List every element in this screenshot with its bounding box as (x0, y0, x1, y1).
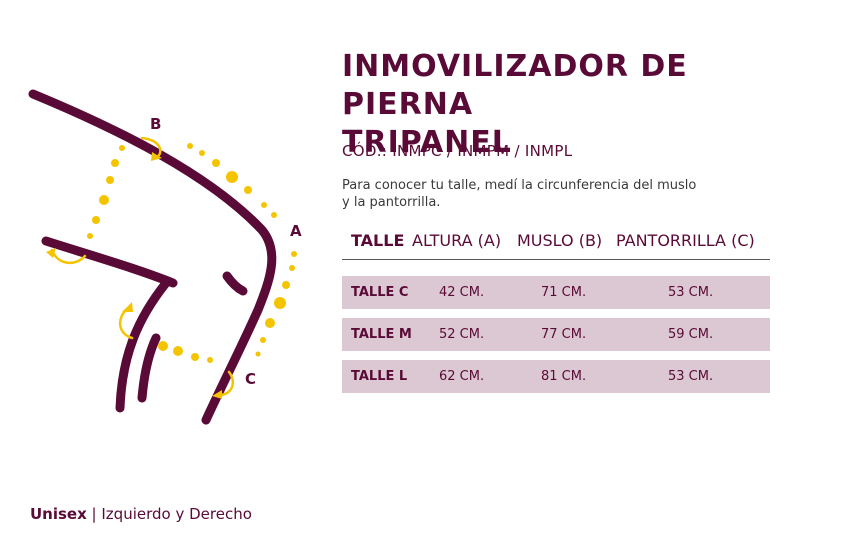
label-c: C (245, 370, 256, 388)
cell-altura: 42 CM. (439, 285, 485, 300)
header-altura: ALTURA (A) (412, 231, 502, 250)
cell-size: TALLE L (351, 369, 408, 384)
leg-measurement-diagram: B A C (28, 89, 302, 425)
cell-muslo: 81 CM. (541, 369, 587, 384)
cell-altura: 52 CM. (439, 327, 485, 342)
table-row: TALLE C 42 CM. 71 CM. 53 CM. (342, 276, 770, 309)
footer-info: Unisex | Izquierdo y Derecho (30, 505, 252, 523)
cell-pantorrilla: 59 CM. (668, 327, 714, 342)
table-row: TALLE M 52 CM. 77 CM. 59 CM. (342, 318, 770, 351)
cell-altura: 62 CM. (439, 369, 485, 384)
product-code: CÓD.: INMPC / INMPM / INMPL (342, 142, 573, 160)
header-pantorrilla: PANTORRILLA (C) (616, 231, 755, 250)
cell-muslo: 77 CM. (541, 327, 587, 342)
cell-muslo: 71 CM. (541, 285, 587, 300)
size-table: TALLE ALTURA (A) MUSLO (B) PANTORRILLA (… (342, 229, 770, 393)
knee-crease (222, 271, 248, 296)
header-talle: TALLE (351, 231, 405, 250)
leg-outline-thigh-back (41, 236, 178, 288)
header-muslo: MUSLO (B) (517, 231, 603, 250)
size-instructions: Para conocer tu talle, medí la circunfer… (342, 177, 762, 211)
table-row: TALLE L 62 CM. 81 CM. 53 CM. (342, 360, 770, 393)
product-title-line-2: TRIPANEL (342, 125, 512, 160)
cell-pantorrilla: 53 CM. (668, 369, 714, 384)
label-a: A (290, 222, 302, 240)
leg-outline-calf-back (115, 278, 171, 413)
footer-separator: | (86, 505, 102, 523)
size-table-header: TALLE ALTURA (A) MUSLO (B) PANTORRILLA (… (342, 229, 770, 260)
cell-size: TALLE M (351, 327, 412, 342)
product-title: INMOVILIZADOR DE PIERNA TRIPANEL (342, 48, 822, 162)
size-instructions-line-2: y la pantorrilla. (342, 195, 441, 210)
footer-gender: Unisex (30, 505, 87, 523)
cell-pantorrilla: 53 CM. (668, 285, 714, 300)
footer-side: Izquierdo y Derecho (101, 505, 252, 523)
label-b: B (150, 115, 161, 133)
product-title-line-1: INMOVILIZADOR DE PIERNA (342, 49, 688, 122)
cell-size: TALLE C (351, 285, 409, 300)
size-instructions-line-1: Para conocer tu talle, medí la circunfer… (342, 178, 697, 193)
leg-outline-front (28, 89, 277, 425)
leg-outline-calf-inner (137, 333, 161, 403)
